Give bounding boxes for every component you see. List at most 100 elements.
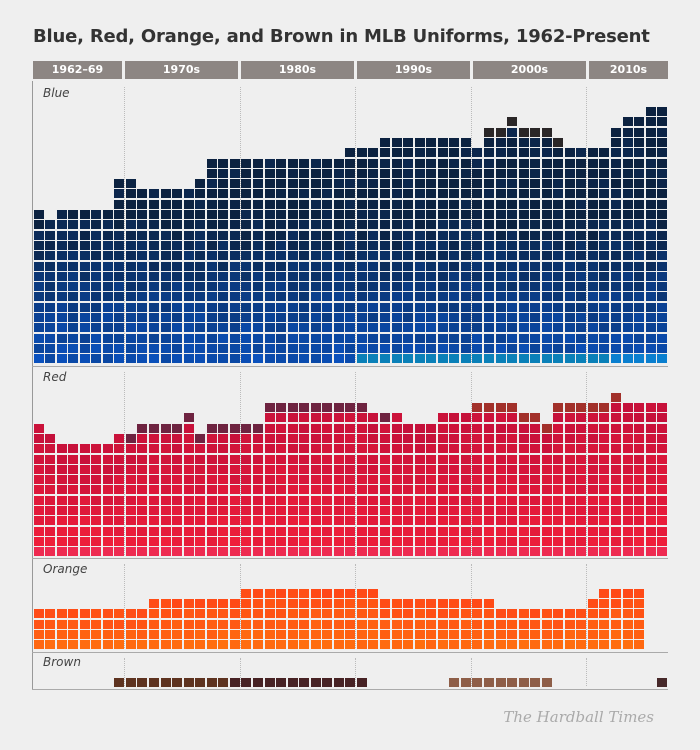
blue-square <box>56 271 67 281</box>
decade-gridline <box>586 658 588 686</box>
red-square <box>483 464 494 474</box>
brown-square <box>657 678 668 688</box>
blue-square <box>241 230 252 240</box>
orange-square <box>472 629 483 639</box>
blue-square <box>287 230 298 240</box>
orange-square <box>634 599 645 608</box>
red-square <box>391 475 402 485</box>
blue-square <box>553 220 564 230</box>
blue-square <box>611 189 621 199</box>
blue-square <box>229 230 240 240</box>
red-square <box>414 536 425 546</box>
blue-square <box>634 343 645 353</box>
blue-square <box>276 292 287 302</box>
blue-square <box>426 292 437 302</box>
red-square <box>149 516 159 526</box>
blue-square <box>45 240 56 250</box>
blue-square <box>449 292 460 302</box>
blue-square <box>495 179 506 189</box>
blue-square <box>229 261 240 271</box>
red-square <box>472 475 483 485</box>
orange-square <box>79 640 90 650</box>
brown-square <box>218 678 229 688</box>
blue-square <box>518 323 529 333</box>
blue-square <box>553 240 564 250</box>
blue-square <box>414 323 425 333</box>
blue-square <box>483 199 494 209</box>
blue-square <box>472 240 483 250</box>
blue-square <box>33 261 44 271</box>
red-square <box>587 516 598 526</box>
blue-square <box>657 343 668 353</box>
brown-square <box>137 678 148 688</box>
blue-square <box>611 168 621 178</box>
red-square <box>449 547 460 557</box>
blue-square <box>160 251 171 261</box>
red-square <box>125 485 136 495</box>
red-square <box>322 526 333 536</box>
orange-square <box>206 640 217 650</box>
blue-square <box>553 179 564 189</box>
red-square <box>68 526 79 536</box>
blue-square <box>460 333 471 343</box>
red-square <box>507 444 518 454</box>
blue-square <box>587 354 598 364</box>
blue-square <box>380 302 390 312</box>
red-square <box>564 475 575 485</box>
red-square <box>45 485 56 495</box>
orange-square <box>206 609 217 619</box>
red-square <box>356 495 367 505</box>
red-square <box>287 506 298 515</box>
blue-square <box>322 158 333 168</box>
blue-square <box>576 354 587 364</box>
blue-square <box>356 240 367 250</box>
blue-square <box>241 323 252 333</box>
orange-square <box>414 609 425 619</box>
blue-square <box>449 323 460 333</box>
blue-square <box>564 292 575 302</box>
blue-square <box>391 333 402 343</box>
red-square <box>414 547 425 557</box>
red-square <box>114 454 125 464</box>
blue-square <box>553 158 564 168</box>
blue-square <box>449 240 460 250</box>
blue-square <box>437 210 448 219</box>
red-square <box>137 423 148 433</box>
red-square <box>483 423 494 433</box>
orange-square <box>530 629 541 639</box>
blue-square <box>102 210 113 219</box>
blue-square <box>114 230 125 240</box>
blue-square <box>125 292 136 302</box>
red-square <box>264 547 275 557</box>
red-square <box>507 547 518 557</box>
red-square <box>160 475 171 485</box>
red-square <box>149 495 159 505</box>
blue-square <box>530 271 541 281</box>
red-square <box>137 444 148 454</box>
red-square <box>541 475 552 485</box>
orange-square <box>322 619 333 629</box>
blue-square <box>518 210 529 219</box>
red-square <box>33 464 44 474</box>
blue-square <box>541 220 552 230</box>
red-square <box>599 485 610 495</box>
red-square <box>495 547 506 557</box>
blue-square <box>287 179 298 189</box>
blue-square <box>33 302 44 312</box>
orange-square <box>172 599 183 608</box>
red-square <box>322 475 333 485</box>
blue-square <box>287 313 298 322</box>
red-square <box>229 464 240 474</box>
orange-square <box>56 640 67 650</box>
brown-square <box>541 678 552 688</box>
blue-square <box>322 189 333 199</box>
decade-label: 2000s <box>473 61 586 79</box>
blue-square <box>634 127 645 137</box>
blue-square <box>449 148 460 158</box>
red-square <box>183 433 194 443</box>
blue-square <box>599 199 610 209</box>
blue-square <box>218 343 229 353</box>
red-square <box>195 485 206 495</box>
blue-square <box>460 354 471 364</box>
red-square <box>460 413 471 423</box>
